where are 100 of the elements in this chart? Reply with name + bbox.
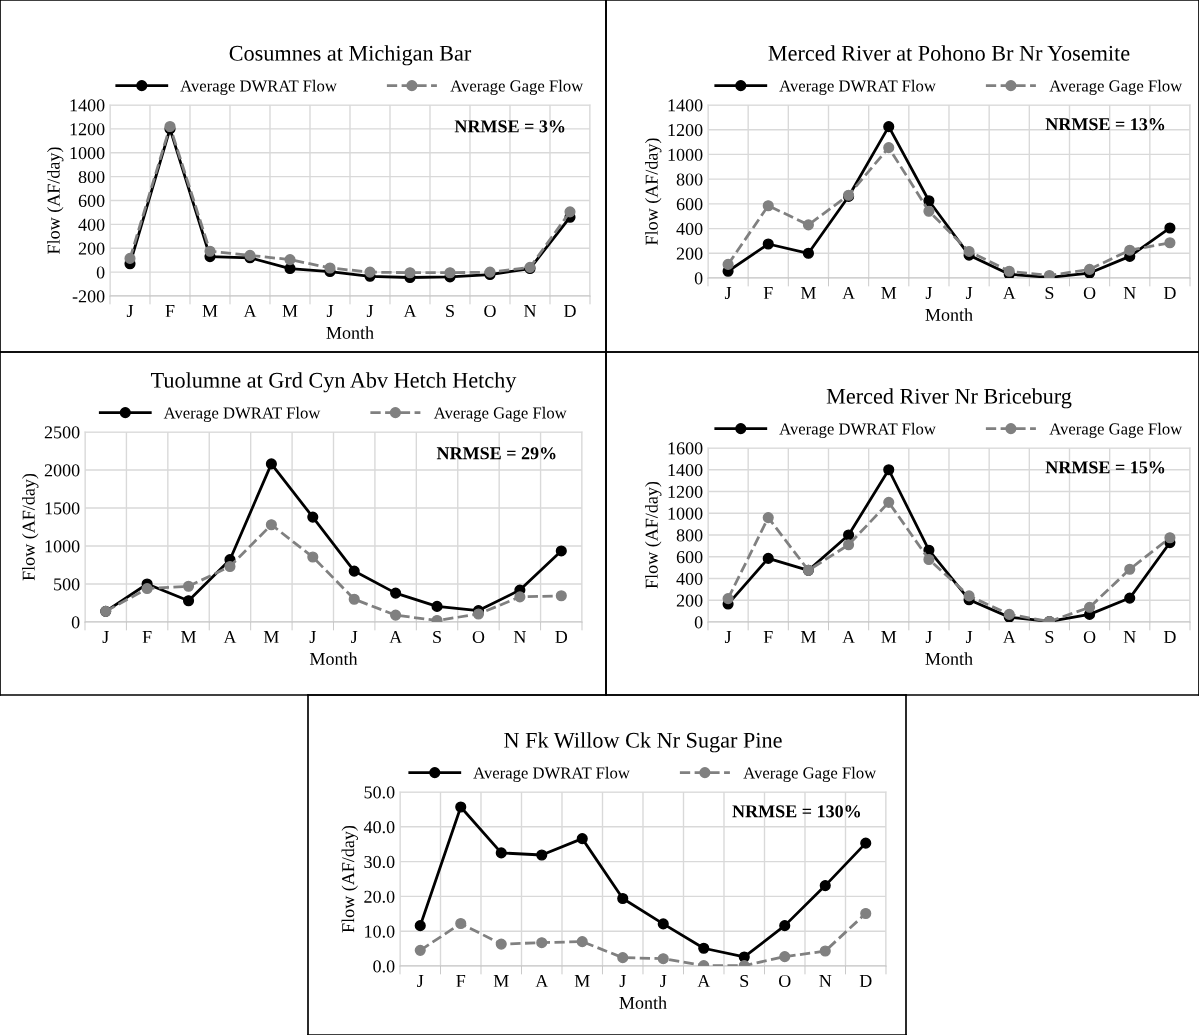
y-tick-label: 200 (676, 594, 703, 607)
x-tick-label: D (555, 631, 568, 643)
y-tick-label: 400 (78, 218, 105, 231)
x-axis-title: Month (925, 308, 973, 321)
x-tick-label: O (778, 974, 791, 988)
x-tick-label: F (142, 631, 152, 643)
x-tick-label: J (619, 975, 626, 988)
x-tick-label: J (724, 631, 732, 644)
legend-label: Average Gage Flow (1049, 79, 1183, 95)
x-tick-label: J (417, 975, 424, 988)
y-tick-label: 2500 (44, 426, 80, 439)
y-tick-label: 20.0 (364, 890, 395, 903)
y-tick-label: 800 (78, 170, 105, 184)
x-tick-label: O (472, 630, 485, 644)
x-tick-label: N (513, 631, 526, 643)
x-tick-label: A (842, 630, 855, 643)
y-tick-label: 800 (676, 529, 703, 542)
x-tick-label: F (763, 631, 773, 643)
x-tick-label: A (223, 630, 237, 643)
x-tick-label: A (1002, 286, 1016, 299)
y-tick-label: 800 (676, 173, 703, 186)
x-tick-label: J (965, 631, 973, 644)
x-tick-label: N (1123, 631, 1136, 643)
y-tick-label: 200 (78, 242, 105, 255)
y-tick-label: 500 (54, 578, 80, 591)
y-tick-label: 2000 (44, 464, 80, 477)
legend-label: Average DWRAT Flow (473, 766, 630, 782)
x-tick-label: O (1083, 630, 1096, 644)
x-tick-label: O (484, 304, 496, 318)
x-tick-label: F (456, 975, 466, 987)
x-tick-label: S (1045, 630, 1054, 644)
legend-label: Average Gage Flow (433, 406, 567, 422)
y-tick-label: 0 (694, 272, 703, 285)
x-tick-label: J (724, 287, 732, 300)
x-tick-label: A (1002, 630, 1016, 643)
x-tick-label: M (263, 631, 279, 643)
y-tick-label: 400 (676, 222, 703, 236)
x-tick-label: J (351, 631, 358, 644)
legend-label: Average Gage Flow (1049, 422, 1183, 438)
y-tick-label: 1400 (668, 99, 703, 112)
y-tick-label: 30.0 (364, 855, 395, 869)
y-tick-label: 0 (96, 266, 105, 279)
x-tick-label: S (446, 304, 454, 318)
y-tick-label: 0 (694, 616, 703, 629)
y-tick-label: 1400 (668, 464, 703, 477)
legend-label: Average DWRAT Flow (779, 79, 936, 95)
annotation: NRMSE = 3% (454, 120, 565, 133)
x-tick-label: F (165, 305, 175, 317)
chart-title: Merced River Nr Briceburg (826, 388, 1072, 409)
y-tick-label: -200 (72, 290, 105, 303)
y-tick-label: 1000 (668, 507, 703, 520)
y-tick-label: 1000 (668, 148, 703, 161)
y-tick-label: 200 (676, 247, 703, 260)
y-tick-label: 600 (78, 194, 105, 207)
x-tick-label: S (740, 974, 749, 988)
chart-title: Cosumnes at Michigan Bar (229, 45, 472, 66)
y-tick-label: 1400 (70, 99, 105, 112)
y-tick-label: 0.0 (373, 960, 395, 973)
x-tick-label: S (1045, 286, 1054, 300)
x-tick-label: J (309, 631, 316, 644)
y-tick-label: 1500 (45, 502, 80, 515)
x-tick-label: J (660, 975, 667, 988)
x-tick-label: J (965, 287, 973, 300)
x-tick-label: F (763, 287, 773, 299)
x-tick-label: M (493, 975, 509, 987)
annotation: NRMSE = 130% (732, 805, 861, 818)
x-tick-label: D (1163, 287, 1176, 299)
chart-title: Tuolumne at Grd Cyn Abv Hetch Hetchy (150, 372, 517, 393)
x-axis-title: Month (925, 652, 973, 665)
y-tick-label: 1200 (70, 123, 105, 136)
y-tick-label: 1000 (45, 540, 80, 553)
legend-label: Average Gage Flow (450, 79, 584, 95)
chart-title: Merced River at Pohono Br Nr Yosemite (768, 45, 1130, 61)
x-axis-title: Month (309, 652, 358, 665)
x-tick-label: A (697, 974, 711, 987)
x-tick-label: J (366, 305, 374, 318)
x-tick-label: M (282, 305, 298, 317)
y-tick-label: 600 (676, 551, 703, 564)
legend-label: Average DWRAT Flow (779, 422, 936, 438)
x-tick-label: D (859, 975, 872, 987)
x-tick-label: N (819, 975, 832, 987)
y-axis-title: Flow (AF/day) (645, 481, 662, 589)
x-tick-label: N (1123, 287, 1136, 299)
y-tick-label: 50.0 (364, 786, 395, 799)
annotation: NRMSE = 13% (1045, 118, 1165, 131)
y-tick-label: 10.0 (365, 925, 395, 938)
legend-label: Average DWRAT Flow (163, 406, 321, 422)
y-tick-label: 1200 (668, 123, 703, 137)
y-axis-title: Flow (AF/day) (47, 147, 64, 254)
x-tick-label: A (842, 286, 855, 299)
y-tick-label: 400 (676, 572, 703, 585)
x-tick-label: J (126, 305, 134, 318)
y-axis-title: Flow (AF/day) (341, 825, 358, 933)
x-tick-label: A (389, 630, 403, 643)
annotation: NRMSE = 15% (1045, 461, 1165, 474)
annotation: NRMSE = 29% (436, 447, 556, 460)
x-tick-label: J (102, 631, 109, 644)
x-tick-label: M (574, 975, 590, 987)
legend-label: Average DWRAT Flow (180, 79, 337, 95)
x-tick-label: S (433, 630, 441, 644)
